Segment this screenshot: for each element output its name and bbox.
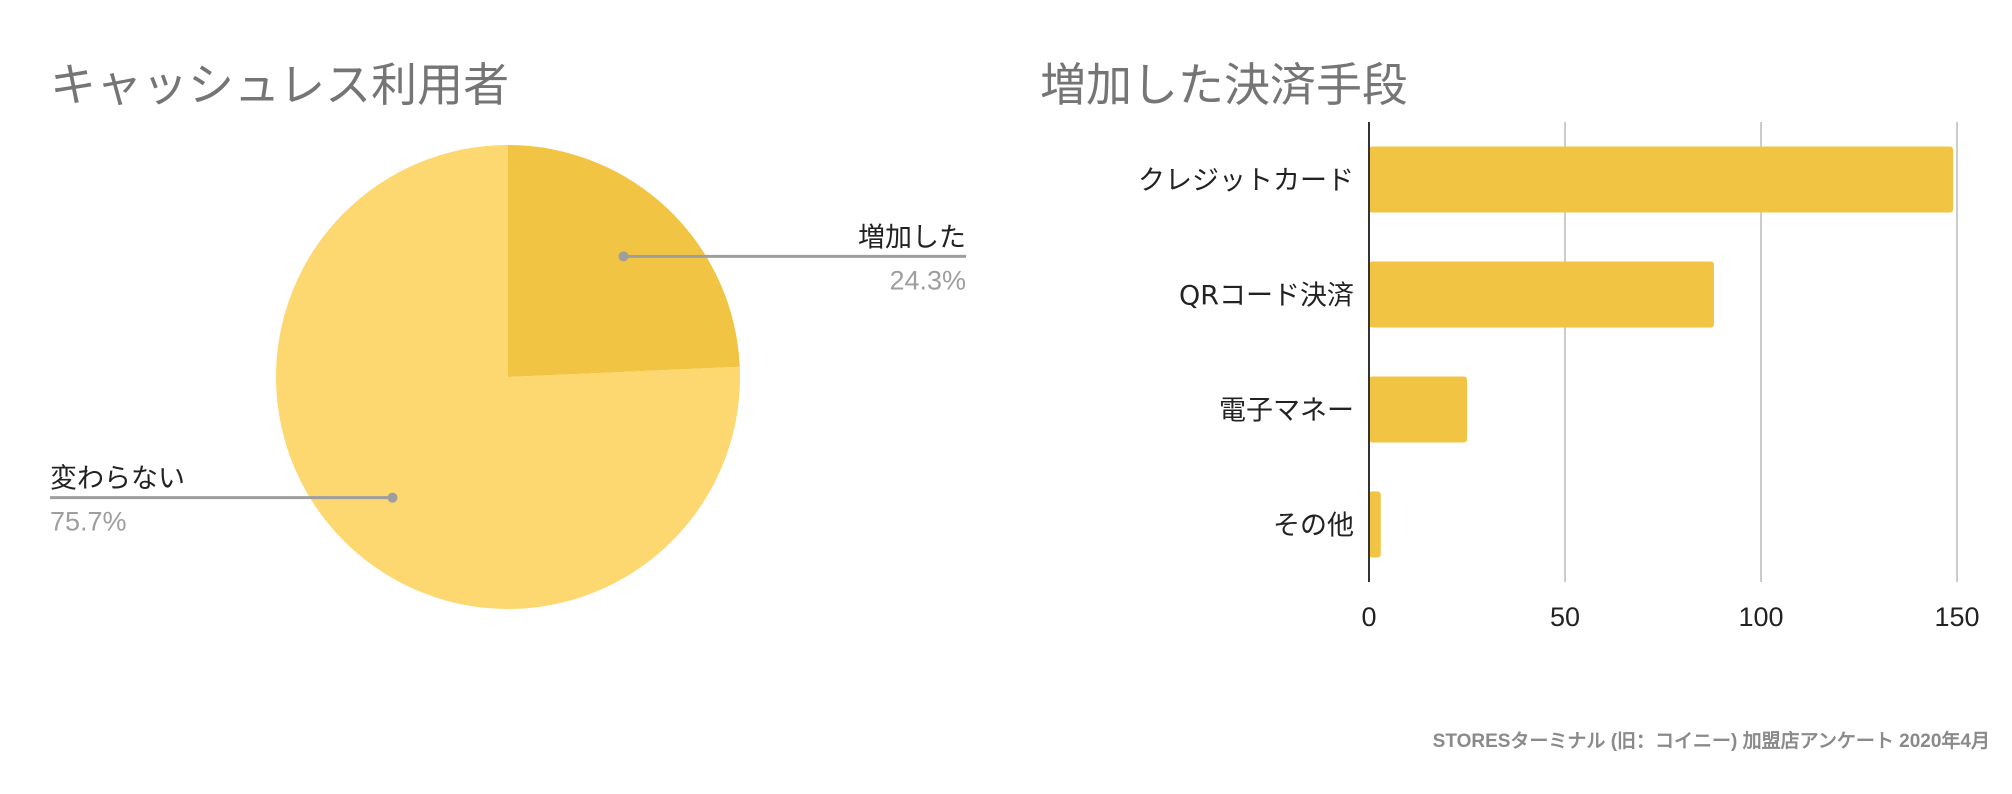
- source-note: STORESターミナル (旧：コイニー) 加盟店アンケート 2020年4月: [1432, 731, 1990, 752]
- pie-slice-label-0: 増加した: [858, 222, 966, 253]
- bar-category-label-1: QRコード決済: [1179, 281, 1354, 312]
- pie-slice-label-1: 変わらない: [50, 464, 185, 495]
- bar-category-label-0: クレジットカード: [1138, 166, 1354, 197]
- pie-slice-value-1: 75.7%: [50, 507, 127, 537]
- bar-1: [1369, 261, 1714, 328]
- bar-category-label-3: その他: [1273, 511, 1354, 542]
- bar-tick-label-2: 100: [1738, 602, 1783, 632]
- bar-0: [1369, 146, 1954, 213]
- pie-chart: 増加した 24.3% 変わらない 75.7%: [50, 145, 966, 609]
- bar-3: [1369, 491, 1381, 558]
- bar-2: [1369, 376, 1467, 443]
- pie-slice-value-0: 24.3%: [889, 265, 966, 295]
- pie-chart-title: キャッシュレス利用者: [50, 58, 510, 112]
- bar-tick-label-1: 50: [1550, 602, 1580, 632]
- bar-tick-label-3: 150: [1934, 602, 1979, 632]
- bar-category-label-2: 電子マネー: [1219, 396, 1354, 427]
- pie-leader-dot-0: [618, 251, 629, 262]
- bar-chart-title: 増加した決済手段: [1040, 58, 1408, 112]
- pie-leader-dot-1: [387, 492, 398, 503]
- bar-tick-label-0: 0: [1361, 602, 1376, 632]
